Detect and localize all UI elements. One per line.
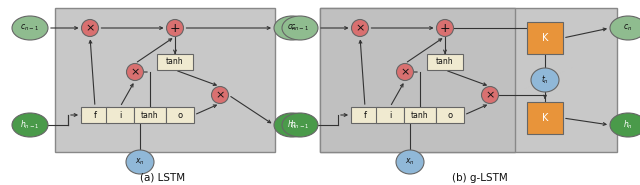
Text: $\times$: $\times$ (400, 67, 410, 77)
Bar (436, 107, 464, 123)
Text: tanh: tanh (436, 58, 454, 66)
Circle shape (397, 63, 413, 80)
Bar (427, 54, 463, 70)
Bar (320, 8, 617, 152)
Text: f: f (364, 110, 367, 120)
Text: K: K (542, 113, 548, 123)
Text: $\times$: $\times$ (215, 90, 225, 100)
Text: $+$: $+$ (170, 21, 180, 34)
Text: $\times$: $\times$ (485, 90, 495, 100)
Text: K: K (542, 33, 548, 43)
Ellipse shape (274, 16, 310, 40)
Text: $\times$: $\times$ (355, 23, 365, 33)
Text: i: i (119, 110, 121, 120)
Bar (404, 107, 436, 123)
Text: $x_n$: $x_n$ (405, 157, 415, 167)
Text: $h_{n-1}$: $h_{n-1}$ (290, 119, 310, 131)
Text: (a) LSTM: (a) LSTM (140, 173, 186, 183)
Bar (527, 102, 563, 134)
Circle shape (436, 19, 454, 36)
Bar (134, 107, 166, 123)
Text: o: o (447, 110, 452, 120)
Text: $h_{n-1}$: $h_{n-1}$ (20, 119, 40, 131)
Text: f: f (93, 110, 97, 120)
Text: $h_n$: $h_n$ (287, 119, 297, 131)
Circle shape (211, 87, 228, 103)
Bar (376, 107, 404, 123)
Text: $c_{n-1}$: $c_{n-1}$ (20, 23, 40, 33)
Ellipse shape (396, 150, 424, 174)
Text: i: i (389, 110, 391, 120)
Circle shape (166, 19, 184, 36)
Text: $c_{n-1}$: $c_{n-1}$ (291, 23, 310, 33)
Text: $+$: $+$ (440, 21, 451, 34)
Ellipse shape (282, 16, 318, 40)
Text: $\times$: $\times$ (85, 23, 95, 33)
Circle shape (81, 19, 99, 36)
Text: o: o (177, 110, 182, 120)
Bar (55, 8, 275, 152)
Text: $c_n$: $c_n$ (287, 23, 296, 33)
Text: (b) g-LSTM: (b) g-LSTM (452, 173, 508, 183)
Ellipse shape (610, 113, 640, 137)
Ellipse shape (12, 113, 48, 137)
Text: $t_n$: $t_n$ (541, 74, 549, 86)
Circle shape (127, 63, 143, 80)
Ellipse shape (282, 113, 318, 137)
Text: $\times$: $\times$ (130, 67, 140, 77)
Ellipse shape (126, 150, 154, 174)
Ellipse shape (531, 68, 559, 92)
Circle shape (351, 19, 369, 36)
Ellipse shape (12, 16, 48, 40)
Circle shape (481, 87, 499, 103)
Ellipse shape (610, 16, 640, 40)
Bar (166, 107, 194, 123)
Bar (157, 54, 193, 70)
Bar (320, 8, 515, 152)
Ellipse shape (274, 113, 310, 137)
Bar (81, 107, 109, 123)
Text: $c_n$: $c_n$ (623, 23, 632, 33)
Text: tanh: tanh (411, 110, 429, 120)
Text: $h_n$: $h_n$ (623, 119, 633, 131)
Text: tanh: tanh (141, 110, 159, 120)
Bar (527, 22, 563, 54)
Bar (351, 107, 379, 123)
Text: tanh: tanh (166, 58, 184, 66)
Bar (106, 107, 134, 123)
Text: $x_n$: $x_n$ (135, 157, 145, 167)
